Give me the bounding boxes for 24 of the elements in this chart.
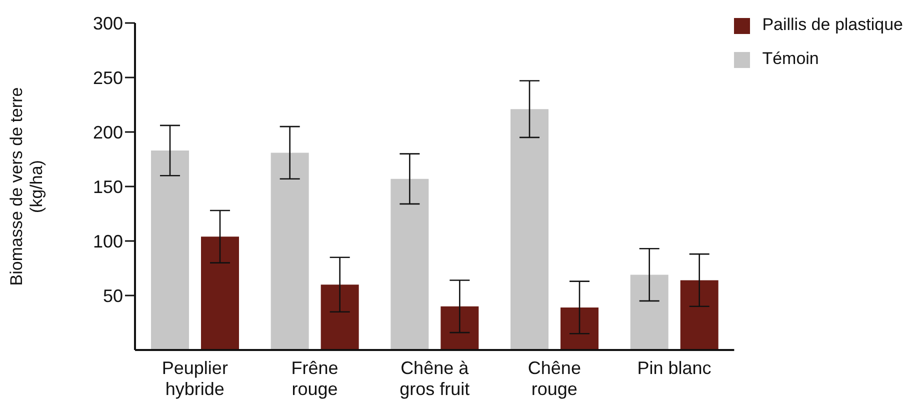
y-tick-label: 250 (92, 68, 123, 88)
legend-label: Témoin (762, 49, 819, 68)
y-axis-title: Biomasse de vers de terre (kg/ha) (7, 87, 46, 286)
y-tick-label: 50 (102, 286, 123, 306)
x-tick-label: Chêne rouge (528, 358, 581, 399)
y-tick-label: 300 (92, 13, 123, 34)
legend-label: Paillis de plastique (762, 15, 903, 34)
bar (320, 284, 359, 350)
bar (440, 306, 479, 350)
bar (390, 178, 429, 350)
bar (560, 307, 599, 350)
y-tick-label: 100 (92, 231, 123, 252)
x-tick-label: Peuplier hybride (162, 358, 228, 399)
x-tick-label: Frêne rouge (291, 358, 338, 399)
bar (201, 236, 239, 350)
y-tick-label: 200 (92, 122, 123, 142)
bar (270, 152, 309, 350)
bar (680, 280, 718, 350)
bar (630, 274, 668, 350)
x-tick-label: Chêne à gros fruit (400, 358, 470, 399)
bar (510, 109, 549, 350)
x-tick-label: Pin blanc (637, 358, 712, 378)
bar (151, 150, 189, 350)
y-tick-label: 150 (92, 176, 123, 197)
